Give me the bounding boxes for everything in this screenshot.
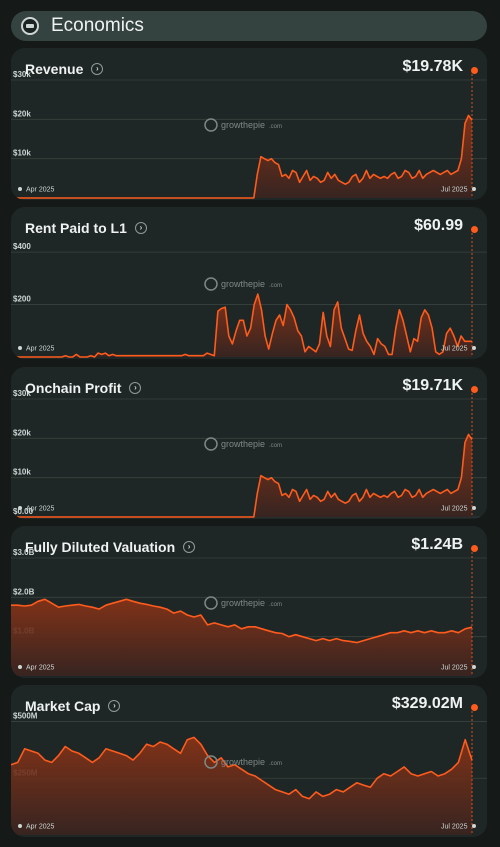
economics-icon — [21, 17, 39, 35]
y-tick-label: $200 — [13, 295, 31, 304]
section-header: Economics — [11, 11, 487, 41]
x-start-marker — [18, 506, 22, 510]
watermark: growthepie .com — [204, 437, 282, 451]
metric-title[interactable]: Onchain Profit › — [25, 380, 142, 396]
watermark: growthepie .com — [204, 118, 282, 132]
y-tick-label: $30k — [13, 389, 31, 398]
x-end-label: Jul 2025 — [441, 506, 468, 513]
metric-title-label: Rent Paid to L1 — [25, 220, 127, 236]
arrow-right-icon[interactable]: › — [134, 222, 147, 234]
x-end-label: Jul 2025 — [441, 824, 468, 831]
metric-value: $19.78K — [402, 58, 464, 75]
x-end-label: Jul 2025 — [441, 665, 468, 672]
series-area — [11, 599, 472, 676]
y-tick-label: $2.0B — [13, 587, 35, 596]
growthepie-logo-icon — [204, 755, 218, 769]
metric-chart[interactable]: $400 $200 growthepie .com Apr 2025 Jul 2025 — [11, 207, 487, 359]
watermark: growthepie .com — [204, 596, 282, 610]
watermark-brand: growthepie — [221, 757, 265, 767]
arrow-right-icon[interactable]: › — [129, 382, 142, 394]
latest-point-marker — [471, 704, 478, 711]
y-tick-label: $20k — [13, 428, 31, 437]
metric-title-label: Market Cap — [25, 698, 101, 714]
series-line — [11, 736, 473, 800]
growthepie-logo-icon — [204, 437, 218, 451]
metric-card: $30k $20k $10k growthepie .com Apr 2025 Jul 20… — [11, 48, 487, 200]
watermark: growthepie .com — [204, 755, 282, 769]
latest-point-marker — [471, 67, 478, 74]
metric-value: $19.71K — [402, 377, 464, 394]
x-end-marker — [472, 346, 476, 350]
growthepie-logo-icon — [204, 596, 218, 610]
x-start-marker — [18, 346, 22, 350]
arrow-right-icon[interactable]: › — [108, 700, 121, 712]
metric-card: $400 $200 growthepie .com Apr 2025 Jul 2025 Re… — [11, 207, 487, 359]
y-tick-label: $400 — [13, 242, 31, 251]
watermark-brand: growthepie — [221, 439, 265, 449]
metric-value: $329.02M — [391, 695, 463, 712]
metric-title[interactable]: Revenue › — [25, 61, 104, 77]
metric-title[interactable]: Rent Paid to L1 › — [25, 220, 147, 236]
metric-value: $1.24B — [411, 536, 463, 553]
metric-title-label: Onchain Profit — [25, 380, 122, 396]
section-title: Economics — [51, 15, 144, 36]
series-line — [11, 598, 473, 644]
metric-chart[interactable]: $30k $20k $10k growthepie .com Apr 2025 Jul 20… — [11, 48, 487, 200]
watermark-brand: growthepie — [221, 279, 265, 289]
watermark: growthepie .com — [204, 277, 282, 291]
growthepie-logo-icon — [204, 118, 218, 132]
x-end-marker — [472, 187, 476, 191]
latest-point-marker — [471, 386, 478, 393]
x-start-label: Apr 2025 — [26, 824, 55, 831]
watermark-suffix: .com — [269, 761, 282, 767]
metric-chart[interactable]: $30k $20k $10k $0.00 growthepie .com Apr 2025 J… — [11, 367, 487, 519]
series-area — [11, 294, 472, 357]
x-start-marker — [18, 824, 22, 828]
x-start-label: Apr 2025 — [26, 665, 55, 672]
x-start-marker — [18, 187, 22, 191]
watermark-suffix: .com — [269, 602, 282, 608]
x-end-label: Jul 2025 — [441, 346, 468, 353]
series-line — [11, 293, 472, 358]
x-end-label: Jul 2025 — [441, 187, 468, 194]
y-tick-label: $500M — [13, 712, 38, 721]
y-tick-label: $20k — [13, 109, 31, 118]
metric-title[interactable]: Market Cap › — [25, 698, 121, 714]
x-start-label: Apr 2025 — [26, 187, 55, 194]
x-end-marker — [472, 506, 476, 510]
latest-point-marker — [471, 545, 478, 552]
x-start-label: Apr 2025 — [26, 346, 55, 353]
y-tick-label: $10k — [13, 468, 31, 477]
y-tick-label: $0.00 — [13, 507, 34, 516]
latest-point-marker — [471, 226, 478, 233]
watermark-suffix: .com — [269, 443, 282, 449]
series-line — [11, 433, 473, 518]
arrow-right-icon[interactable]: › — [91, 63, 104, 75]
y-tick-label: $3.0B — [13, 548, 35, 557]
x-start-marker — [18, 665, 22, 669]
series-area — [11, 737, 472, 835]
y-tick-label: $30k — [13, 70, 31, 79]
watermark-suffix: .com — [269, 124, 282, 130]
metric-title-label: Fully Diluted Valuation — [25, 539, 176, 555]
watermark-brand: growthepie — [221, 120, 265, 130]
watermark-brand: growthepie — [221, 598, 265, 608]
metric-title[interactable]: Fully Diluted Valuation › — [25, 539, 196, 555]
watermark-suffix: .com — [269, 283, 282, 289]
x-end-marker — [472, 824, 476, 828]
x-end-marker — [472, 665, 476, 669]
metric-value: $60.99 — [414, 217, 463, 234]
series-line — [11, 114, 473, 199]
arrow-right-icon[interactable]: › — [183, 541, 196, 553]
y-tick-label: $10k — [13, 149, 31, 158]
x-start-label: Apr 2025 — [26, 506, 55, 513]
growthepie-logo-icon — [204, 277, 218, 291]
metric-card: $30k $20k $10k $0.00 growthepie .com Apr 2025 J… — [11, 367, 487, 519]
metric-title-label: Revenue — [25, 61, 84, 77]
